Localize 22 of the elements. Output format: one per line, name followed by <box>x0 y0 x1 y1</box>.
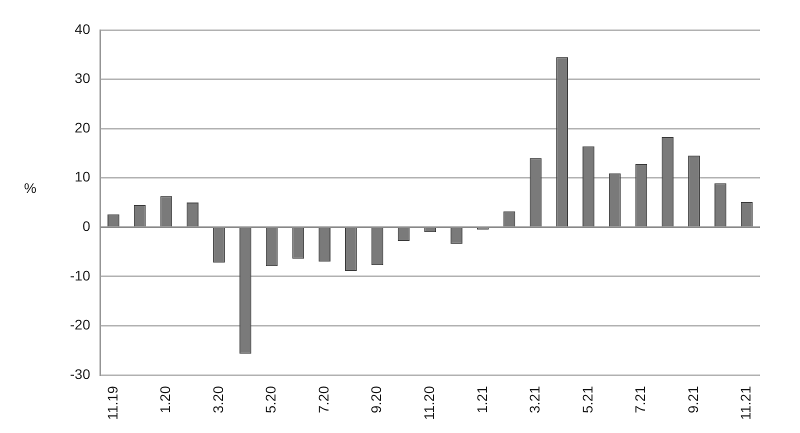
x-tick-label: 3.21 <box>526 386 543 414</box>
x-tick-label: 5.21 <box>579 386 596 414</box>
x-tick-label: 9.20 <box>368 386 384 414</box>
y-tick-label: -20 <box>70 316 90 333</box>
x-tick-label: 9.21 <box>684 386 701 414</box>
x-tick-label: 1.21 <box>474 386 490 414</box>
y-tick-label: 0 <box>82 218 90 234</box>
y-tick-label: 30 <box>74 70 90 86</box>
y-tick-label: 20 <box>74 119 90 136</box>
y-tick-label: 10 <box>74 168 90 185</box>
x-tick-label: 11.21 <box>738 386 754 420</box>
y-tick-label: -10 <box>70 267 90 284</box>
x-tick-label: 11.19 <box>104 386 120 420</box>
y-axis-title: % <box>24 180 36 196</box>
y-tick-label: 40 <box>74 20 90 37</box>
x-tick-label: 1.20 <box>157 386 174 414</box>
x-tick-label: 3.20 <box>210 386 226 414</box>
x-tick-label: 5.20 <box>262 386 279 414</box>
x-tick-label: 11.20 <box>420 386 437 420</box>
y-tick-label: -30 <box>70 366 90 382</box>
x-tick-label: 7.20 <box>315 386 332 414</box>
x-tick-label: 7.21 <box>632 386 648 414</box>
